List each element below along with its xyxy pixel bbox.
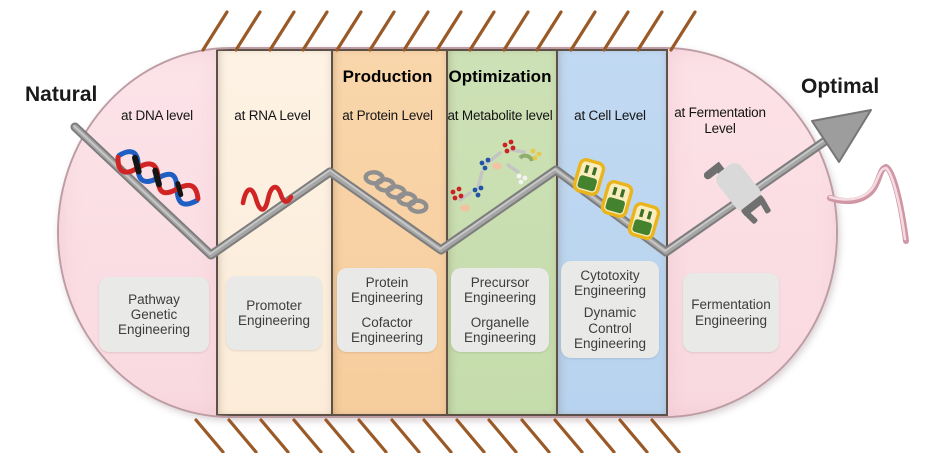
level-label-cell: at Cell Level	[574, 108, 646, 123]
optimal-label: Optimal	[801, 75, 880, 98]
box-fermentation-engineering: Fermentation Engineering	[683, 273, 779, 352]
box-line: Pathway Genetic Engineering	[117, 291, 191, 338]
box-line: Organelle Engineering	[463, 314, 537, 345]
box-protein-cofactor-engineering: Protein Engineering Cofactor Engineering	[337, 268, 437, 352]
box-pathway-genetic-engineering: Pathway Genetic Engineering	[99, 277, 209, 352]
top-hatch-marks	[201, 10, 697, 52]
level-label-dna: at DNA level	[121, 108, 193, 123]
level-label-protein: at Protein Level	[342, 108, 433, 123]
box-line: Fermentation Engineering	[691, 297, 771, 328]
panel-protein-level	[331, 49, 448, 416]
panel-cell-level	[556, 49, 668, 416]
cell-capsule	[57, 47, 838, 418]
bottom-hatch-marks	[194, 418, 681, 453]
natural-label: Natural	[25, 83, 98, 106]
box-precursor-organelle-engineering: Precursor Engineering Organelle Engineer…	[451, 268, 549, 352]
box-line: Precursor Engineering	[463, 275, 537, 306]
panel-metabolite-level	[446, 49, 558, 416]
box-promoter-engineering: Promoter Engineering	[226, 276, 322, 350]
production-header: Production	[342, 67, 433, 86]
box-line: Promoter Engineering	[237, 297, 311, 328]
level-label-metabolite: at Metabolite level	[447, 108, 553, 123]
box-line: Protein Engineering	[350, 275, 424, 306]
optimization-header: Optimization	[448, 67, 552, 86]
box-line: Cytotoxity Engineering	[573, 267, 647, 299]
box-cytotoxity-dynamic-control-engineering: Cytotoxity Engineering Dynamic Control E…	[561, 261, 659, 358]
box-line: Dynamic Control Engineering	[573, 305, 647, 351]
panel-rna-level	[216, 49, 333, 416]
level-label-rna: at RNA Level	[234, 108, 311, 123]
level-label-fermentation: at Fermentation Level	[674, 105, 766, 137]
flagellum-tail-icon	[827, 163, 909, 244]
box-line: Cofactor Engineering	[350, 314, 424, 345]
